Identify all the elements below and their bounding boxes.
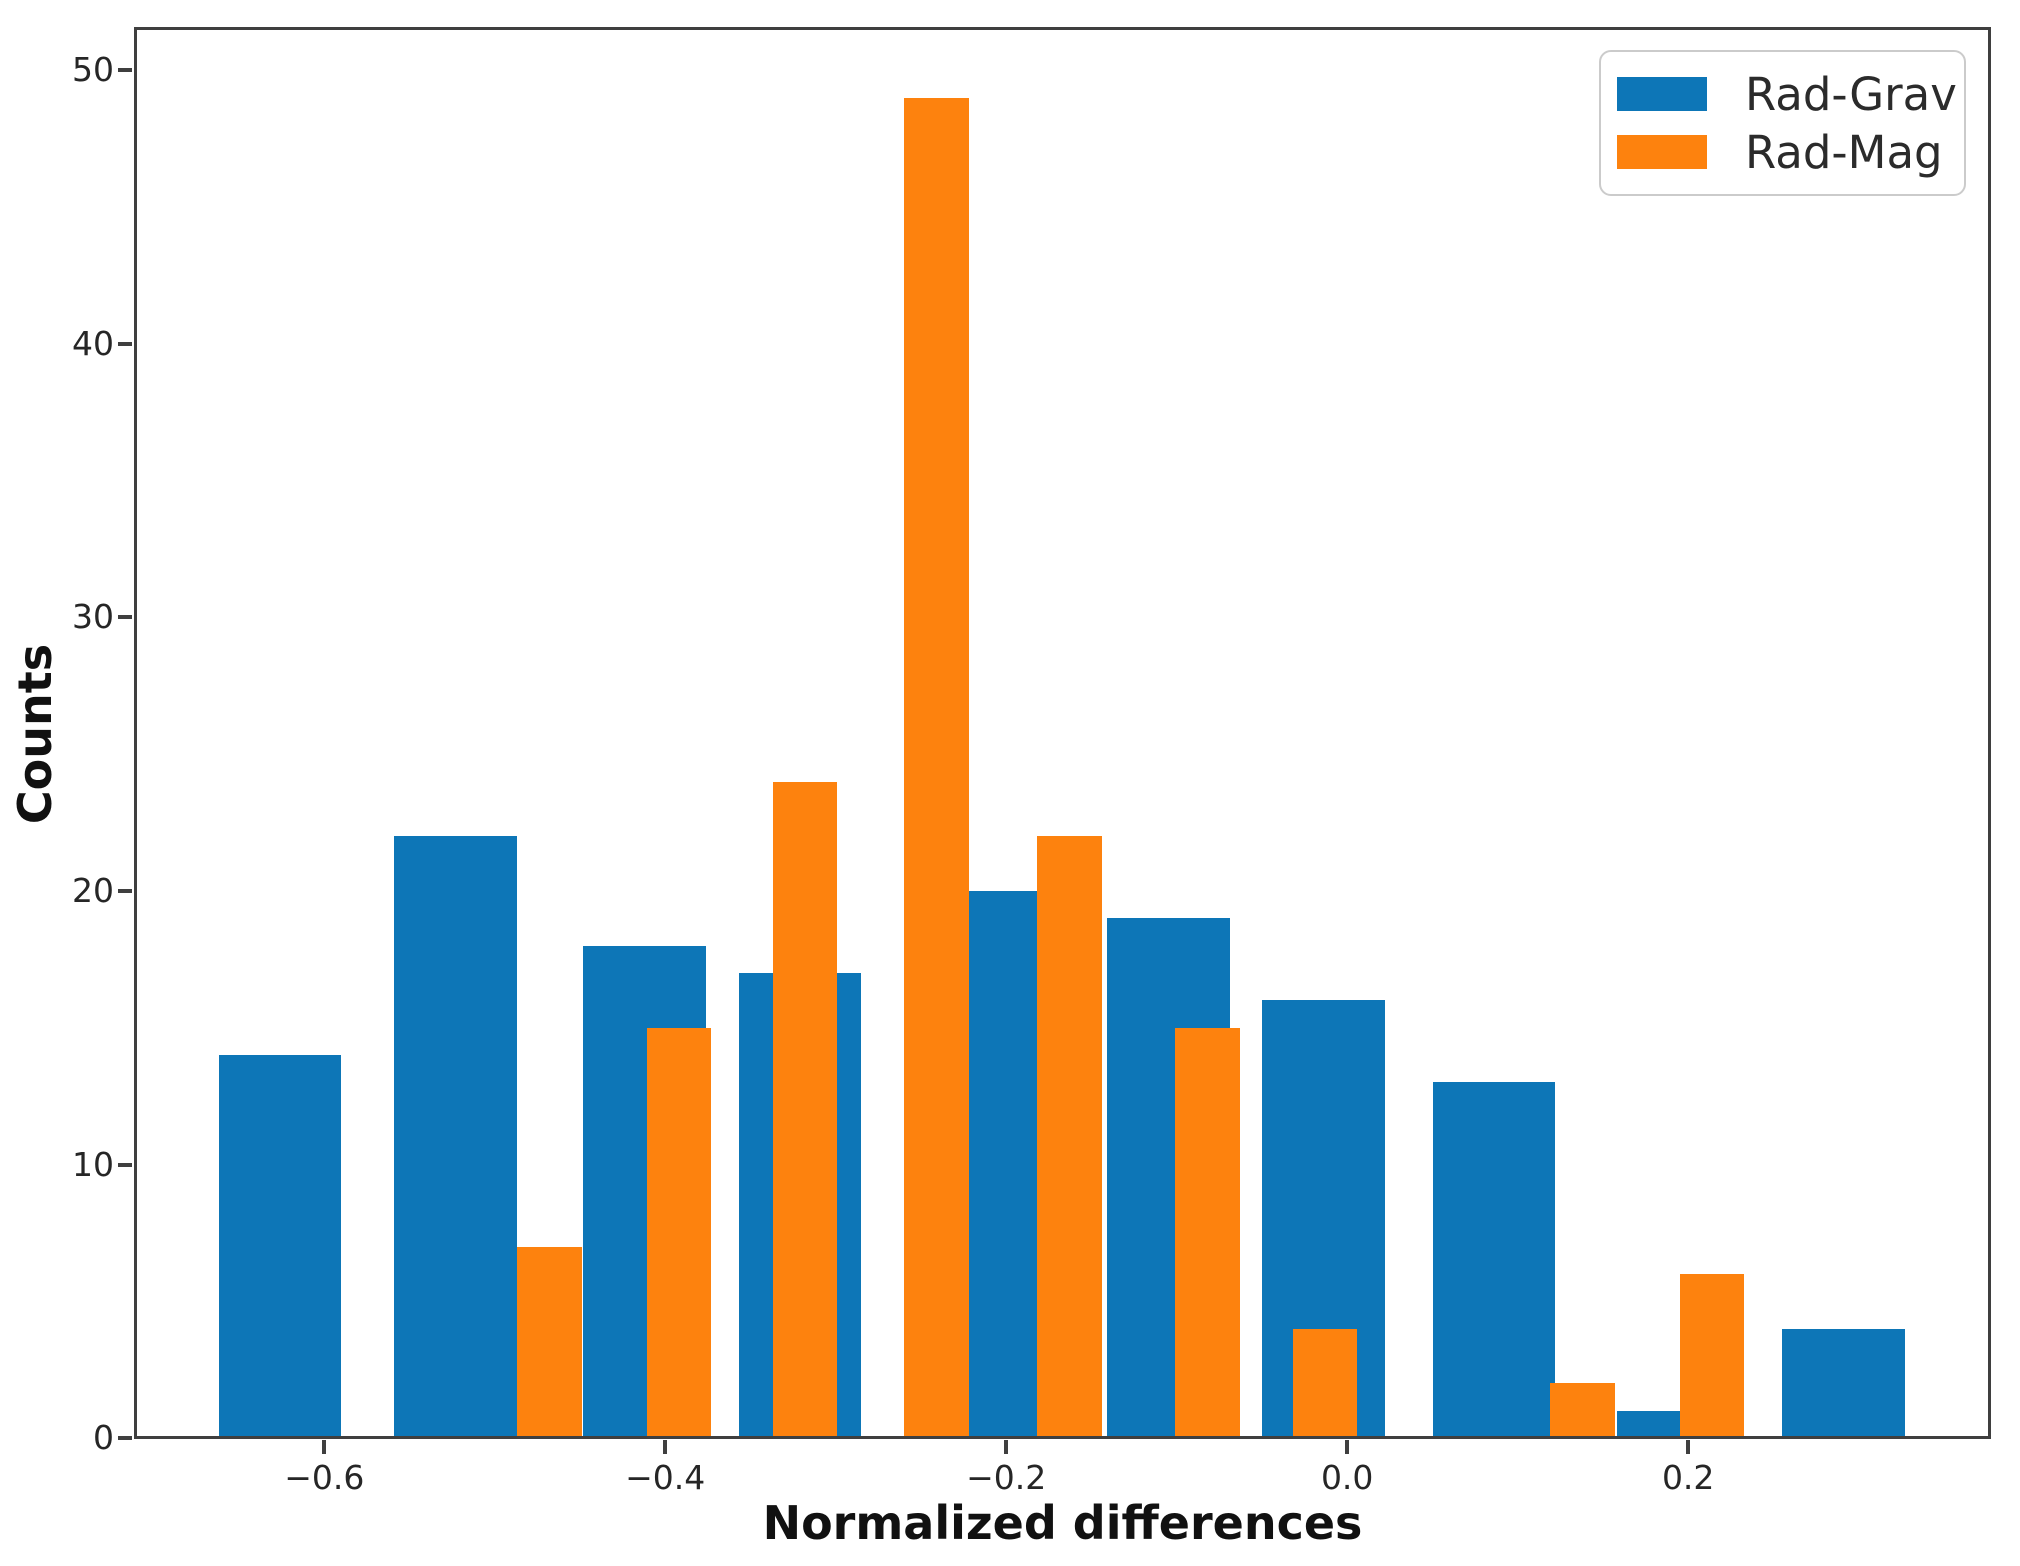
bar-rad-mag	[903, 97, 969, 1438]
rad-mag-swatch-icon	[1617, 135, 1707, 169]
bar-rad-mag	[1292, 1328, 1358, 1438]
x-axis-tick	[1345, 1440, 1350, 1454]
y-axis-tick-label: 40	[72, 323, 114, 363]
bar-rad-mag	[516, 1246, 582, 1438]
x-axis-tick	[663, 1440, 668, 1454]
x-axis-tick-label: −0.6	[284, 1458, 365, 1497]
y-axis-tick	[118, 341, 132, 346]
y-axis-tick	[118, 1436, 132, 1440]
bar-rad-mag	[1550, 1383, 1615, 1438]
y-axis-tick-label: 50	[72, 50, 114, 90]
x-axis-tick	[1004, 1440, 1009, 1454]
x-axis-label: Normalized differences	[762, 1496, 1363, 1550]
x-axis-tick	[1686, 1440, 1691, 1454]
x-axis-tick-label: −0.4	[625, 1458, 706, 1497]
legend-item-rad-mag: Rad-Mag	[1617, 126, 1964, 179]
bar-rad-grav	[1432, 1082, 1556, 1438]
x-axis-tick-label: 0.0	[1320, 1458, 1374, 1497]
y-axis-tick	[118, 1162, 132, 1167]
bar-rad-grav	[394, 836, 517, 1438]
y-axis-tick-label: 20	[72, 871, 114, 910]
y-axis-tick-label: 10	[72, 1144, 114, 1184]
y-axis-tick	[118, 615, 132, 620]
bar-rad-mag	[772, 781, 838, 1438]
legend-item-rad-grav: Rad-Grav	[1617, 68, 1964, 121]
x-axis-tick-label: 0.2	[1661, 1458, 1715, 1497]
bar-rad-grav	[1782, 1328, 1905, 1438]
x-axis-tick-label: −0.2	[966, 1458, 1047, 1497]
y-axis-tick	[118, 889, 132, 893]
y-axis-tick-label: 0	[93, 1418, 114, 1457]
legend: Rad-Grav Rad-Mag	[1599, 50, 1966, 196]
bar-rad-grav	[218, 1055, 342, 1438]
y-axis-tick-label: 30	[72, 597, 114, 637]
bar-rad-mag	[1175, 1027, 1240, 1438]
legend-label: Rad-Mag	[1745, 125, 1943, 179]
bar-rad-mag	[646, 1027, 712, 1438]
x-axis-tick	[322, 1440, 327, 1454]
y-axis-tick	[118, 68, 132, 73]
legend-label: Rad-Grav	[1745, 67, 1957, 121]
bar-rad-mag	[1036, 836, 1102, 1438]
bar-rad-mag	[1679, 1273, 1745, 1438]
rad-grav-swatch-icon	[1617, 77, 1707, 111]
